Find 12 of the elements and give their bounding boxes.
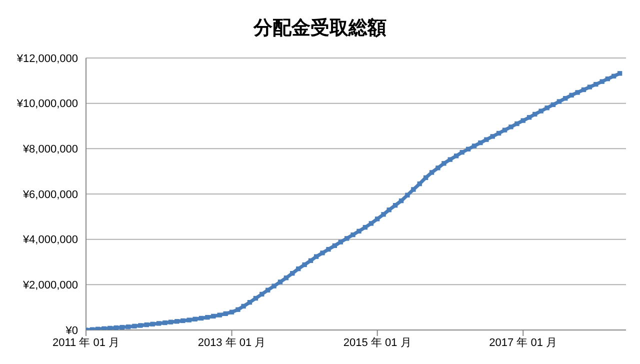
y-tick-label: ¥2,000,000 [22,280,78,292]
y-tick-label: ¥4,000,000 [22,234,78,246]
y-tick-label: ¥10,000,000 [16,98,78,110]
y-tick-label: ¥8,000,000 [22,144,78,156]
x-tick-label: 2011 年 01 月 [52,336,120,349]
y-tick-label: ¥12,000,000 [16,52,78,65]
x-tick-label: 2015 年 01 月 [343,336,412,349]
x-tick-label: 2017 年 01 月 [489,336,558,349]
x-tick-label: 2013 年 01 月 [198,336,266,349]
y-tick-label: ¥0 [64,324,78,337]
y-tick-label: ¥6,000,000 [22,188,78,201]
chart-title: 分配金受取総額 [252,16,388,41]
